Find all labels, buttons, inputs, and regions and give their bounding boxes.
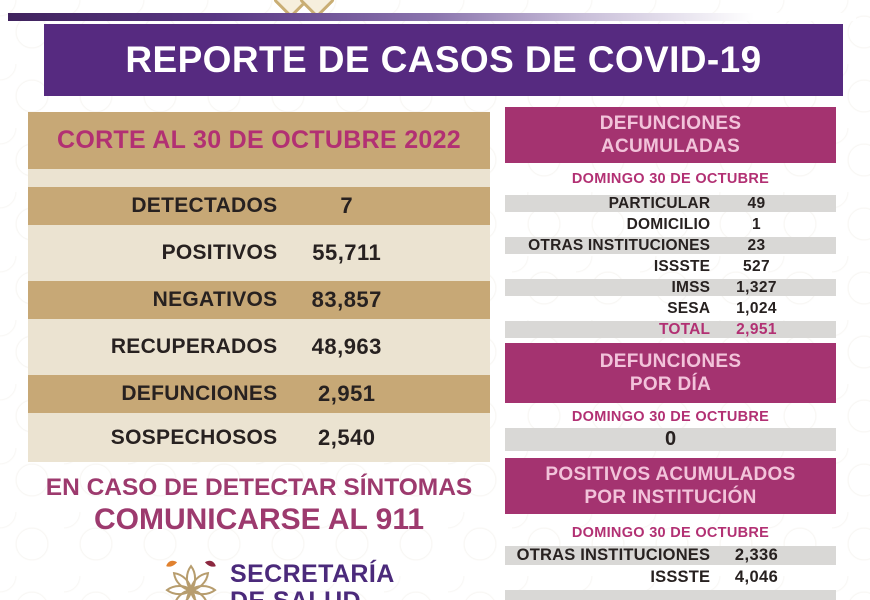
stat-value: 2,951: [317, 381, 376, 406]
section-title-line: POR INSTITUCIÓN: [584, 487, 757, 508]
stat-label: POSITIVOS: [161, 241, 278, 264]
row-value: 1: [752, 215, 762, 233]
stat-label: RECUPERADOS: [110, 335, 278, 358]
institutions-panel: DEFUNCIONES ACUMULADAS DOMINGO 30 DE OCT…: [505, 107, 836, 600]
stat-value: 55,711: [312, 240, 382, 265]
stat-row-positivos: POSITIVOS 55,711: [28, 225, 490, 281]
section-title-line: POSITIVOS ACUMULADOS: [545, 463, 796, 485]
row-value: 1,024: [736, 299, 777, 317]
section-date: DOMINGO 30 DE OCTUBRE: [571, 525, 770, 541]
section-header-defunciones-por-dia: DEFUNCIONES POR DÍA: [505, 343, 836, 403]
call-911-notice: COMUNICARSE AL 911: [93, 503, 425, 536]
stat-label: NEGATIVOS: [152, 288, 278, 311]
section-title-line: ACUMULADAS: [600, 136, 741, 157]
stat-row-defunciones: DEFUNCIONES 2,951: [28, 375, 490, 413]
positivos-acumulados-table: OTRAS INSTITUCIONES 2,336 ISSSTE 4,046: [505, 546, 836, 600]
row-label: SESA: [667, 299, 711, 317]
row-label: TOTAL: [658, 320, 711, 338]
wordmark-line1: SECRETARÍA: [230, 560, 395, 588]
symptoms-notice: EN CASO DE DETECTAR SÍNTOMAS: [45, 474, 473, 501]
stat-row-sospechosos: SOSPECHOSOS 2,540: [28, 413, 490, 462]
section-header-positivos-acumulados: POSITIVOS ACUMULADOS POR INSTITUCIÓN: [505, 458, 836, 514]
title-banner: REPORTE DE CASOS DE COVID-19: [44, 24, 843, 96]
table-row-partial: [505, 590, 836, 600]
table-row: PARTICULAR 49: [505, 195, 836, 212]
table-row: OTRAS INSTITUCIONES 23: [505, 237, 836, 254]
table-row: IMSS 1,327: [505, 279, 836, 296]
summary-panel: CORTE AL 30 DE OCTUBRE 2022 DETECTADOS 7…: [28, 112, 490, 462]
row-value: 4,046: [734, 568, 779, 586]
section-header-defunciones-acumuladas: DEFUNCIONES ACUMULADAS: [505, 107, 836, 163]
stat-value: 48,963: [311, 334, 382, 359]
stat-row-negativos: NEGATIVOS 83,857: [28, 281, 490, 319]
row-value: 527: [743, 257, 771, 275]
cutoff-date-text: CORTE AL 30 DE OCTUBRE 2022: [56, 126, 462, 154]
secretaria-de-salud-wordmark: SECRETARÍA DE SALUD: [230, 561, 395, 600]
table-row: OTRAS INSTITUCIONES 2,336: [505, 546, 836, 565]
table-row-total: TOTAL 2,951: [505, 321, 836, 338]
stat-value: 7: [340, 193, 354, 218]
row-label: ISSSTE: [653, 257, 711, 275]
row-label: OTRAS INSTITUCIONES: [528, 236, 711, 254]
row-label: DOMICILIO: [626, 215, 711, 233]
stat-label: DETECTADOS: [131, 194, 278, 217]
secretaria-de-salud-logo-icon: [165, 560, 217, 600]
section-title-line: DEFUNCIONES: [599, 112, 742, 134]
defunciones-acumuladas-table: PARTICULAR 49 DOMICILIO 1 OTRAS INSTITUC…: [505, 195, 836, 338]
section-title-line: POR DÍA: [629, 374, 712, 395]
page-title: REPORTE DE CASOS DE COVID-19: [125, 39, 762, 80]
stat-label: DEFUNCIONES: [121, 382, 278, 405]
stat-value: 83,857: [311, 287, 382, 312]
decor-gradient-bar: [8, 13, 856, 21]
cutoff-date-header: CORTE AL 30 DE OCTUBRE 2022: [28, 112, 490, 169]
row-value: 2,336: [734, 546, 779, 564]
row-label: OTRAS INSTITUCIONES: [516, 546, 711, 564]
section-date: DOMINGO 30 DE OCTUBRE: [571, 409, 770, 425]
table-row: ISSSTE 4,046: [505, 568, 836, 587]
section-title-line: DEFUNCIONES: [599, 350, 742, 372]
row-label: PARTICULAR: [608, 194, 711, 212]
table-row: DOMICILIO 1: [505, 216, 836, 233]
stat-row-detectados: DETECTADOS 7: [28, 187, 490, 225]
table-row: ISSSTE 527: [505, 258, 836, 275]
row-value: 49: [747, 194, 766, 212]
defunciones-por-dia-value: 0: [505, 428, 836, 451]
table-row: SESA 1,024: [505, 300, 836, 317]
row-value: 2,951: [736, 320, 777, 338]
row-value: 23: [747, 236, 766, 254]
row-label: ISSSTE: [650, 568, 711, 586]
stat-label: SOSPECHOSOS: [110, 425, 278, 449]
wordmark-line2: DE SALUD: [230, 587, 395, 600]
stat-row-recuperados: RECUPERADOS 48,963: [28, 319, 490, 375]
stat-value: 2,540: [317, 424, 376, 450]
row-label: IMSS: [671, 278, 711, 296]
panel-spacer: [28, 169, 490, 187]
section-date: DOMINGO 30 DE OCTUBRE: [571, 171, 770, 187]
row-value: 1,327: [736, 278, 777, 296]
